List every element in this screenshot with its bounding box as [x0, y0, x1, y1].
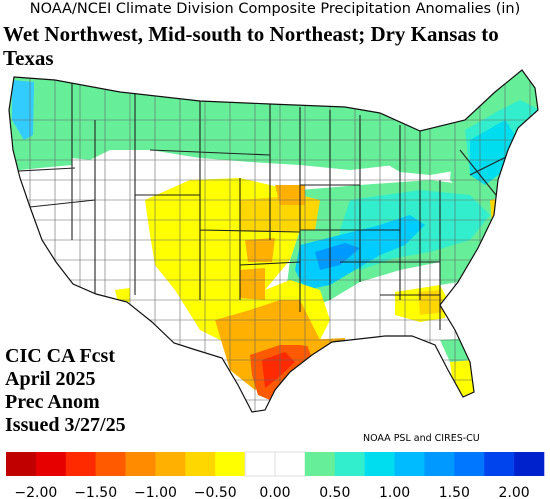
legend-swatch-17 — [514, 452, 545, 476]
region-great-lakes — [380, 113, 465, 175]
legend-swatch-13 — [394, 452, 425, 476]
legend-tick-label: −1.50 — [74, 485, 117, 499]
credit-label: NOAA PSL and CIRES-CU — [363, 433, 480, 444]
forecast-info-line-4: Issued 3/27/25 — [5, 414, 126, 436]
legend-swatch-0 — [6, 452, 37, 476]
region-carolinas-green — [440, 248, 478, 285]
legend-swatch-9 — [274, 451, 306, 477]
legend-swatch-11 — [334, 452, 365, 476]
legend-tick-label: 0.00 — [259, 485, 290, 499]
legend-swatch-5 — [155, 452, 186, 476]
precipitation-anomaly-map — [8, 69, 539, 413]
legend-swatch-1 — [35, 452, 67, 476]
legend-tick-label: −0.50 — [194, 485, 237, 499]
state-boundaries — [9, 75, 521, 330]
legend-swatch-15 — [454, 452, 485, 476]
forecast-info-line-2: April 2025 — [5, 368, 96, 390]
us-outline — [8, 69, 539, 413]
legend-tick-label: −1.00 — [134, 485, 177, 499]
legend-swatch-2 — [65, 452, 96, 476]
legend-tick-label: 2.00 — [499, 485, 530, 499]
legend-swatch-10 — [304, 452, 336, 476]
legend-swatch-12 — [364, 452, 395, 476]
legend-swatches — [6, 451, 545, 477]
legend-swatch-4 — [125, 452, 156, 476]
map-title: NOAA/NCEI Climate Division Composite Pre… — [29, 1, 521, 17]
forecast-info-line-1: CIC CA Fcst — [5, 345, 115, 367]
legend-swatch-16 — [484, 452, 515, 476]
forecast-headline: Wet Northwest, Mid-south to Northeast; D… — [3, 22, 499, 70]
region-florida-south — [450, 360, 475, 397]
legend-tick-labels: −2.00 −1.50 −1.00 −0.50 0.00 0.50 1.00 1.50 2.00 — [14, 485, 529, 499]
legend-swatch-14 — [424, 452, 455, 476]
region-texas-deep-red — [262, 352, 295, 388]
legend-tick-label: 1.50 — [439, 485, 470, 499]
legend-swatch-8 — [244, 451, 276, 477]
forecast-info-block: CIC CA Fcst April 2025 Prec Anom Issued … — [5, 345, 126, 437]
region-northern-tier — [60, 80, 425, 170]
legend-swatch-3 — [95, 452, 126, 476]
forecast-info-line-3: Prec Anom — [5, 391, 100, 413]
legend-tick-label: 0.50 — [319, 485, 350, 499]
region-georgia-orange — [418, 290, 445, 315]
color-legend: −2.00 −1.50 −1.00 −0.50 0.00 0.50 1.00 1.50 2.00 — [6, 451, 545, 499]
region-oklahoma-orange — [245, 238, 275, 262]
legend-swatch-7 — [215, 452, 246, 476]
legend-tick-label: −2.00 — [14, 485, 57, 499]
legend-tick-label: 1.00 — [379, 485, 410, 499]
region-idaho-dry — [115, 288, 130, 302]
legend-swatch-6 — [185, 452, 216, 476]
region-tennessee-blue — [315, 243, 360, 270]
region-olympic-peninsula — [12, 80, 34, 140]
region-texas-panhandle-orange — [240, 268, 265, 300]
